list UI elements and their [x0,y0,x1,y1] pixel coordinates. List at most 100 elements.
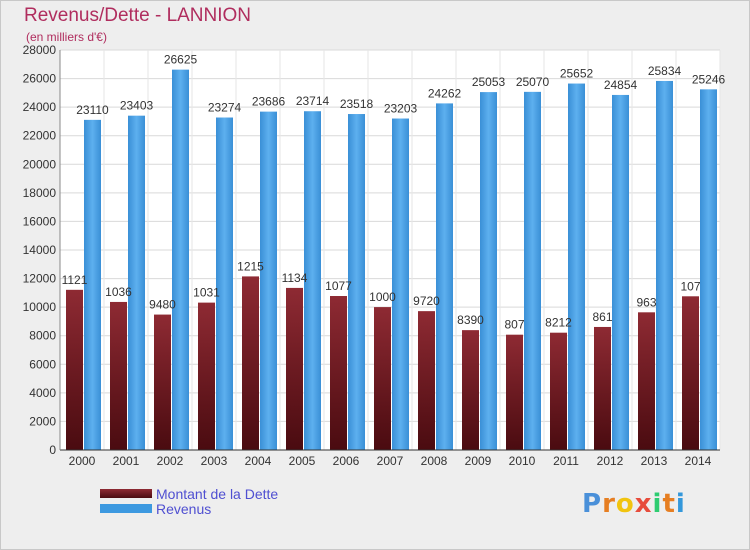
data-label-dette: 9480 [149,298,176,312]
data-label-revenus: 24262 [428,86,462,100]
data-label-dette: 8212 [545,316,572,330]
logo-letter: i [675,489,686,519]
y-tick-label: 24000 [23,100,57,114]
bar-revenus [524,91,541,450]
data-label-revenus: 23274 [208,101,242,115]
x-tick-label: 2003 [201,454,228,468]
data-label-dette: 9720 [413,294,440,308]
x-tick-label: 2000 [69,454,96,468]
bar-dette [550,332,567,450]
x-tick-label: 2005 [289,454,316,468]
logo-letter: i [652,489,663,519]
bar-revenus [436,103,453,451]
x-tick-label: 2007 [377,454,404,468]
bar-revenus [348,114,365,451]
data-label-revenus: 25652 [560,67,594,81]
data-label-revenus: 23110 [76,103,109,117]
legend-swatch-dette [100,489,152,498]
x-tick-label: 2014 [685,454,712,468]
data-label-dette: 1031 [193,286,220,300]
bar-dette [110,301,127,450]
bar-dette [198,302,215,450]
bar-dette [638,312,655,450]
data-label-dette: 1000 [369,290,396,304]
legend-swatch-revenus [100,504,152,513]
bar-dette [506,334,523,450]
y-tick-label: 12000 [23,272,57,286]
bar-dette [682,296,699,450]
bar-dette [594,326,611,450]
x-tick-label: 2013 [641,454,668,468]
y-tick-label: 10000 [23,300,57,314]
logo-letter: x [634,489,653,519]
data-label-revenus: 23403 [120,99,154,113]
y-tick-label: 0 [49,443,56,457]
x-tick-label: 2001 [113,454,140,468]
x-tick-label: 2012 [597,454,624,468]
chart-subtitle: (en milliers d'€) [26,30,107,44]
data-label-dette: 1134 [282,271,308,285]
data-label-dette: 807 [504,318,524,332]
logo-letter: t [662,489,676,519]
y-tick-label: 4000 [29,386,56,400]
data-label-revenus: 24854 [604,78,638,92]
bar-revenus [700,89,717,450]
bar-revenus [304,111,321,450]
data-label-dette: 8390 [457,313,484,327]
proxiti-logo: Proxiti [582,489,686,519]
data-label-revenus: 23714 [296,94,330,108]
data-label-dette: 1077 [325,279,352,293]
data-label-revenus: 25070 [516,75,550,89]
data-label-revenus: 26625 [164,53,198,67]
data-label-dette: 1121 [62,273,88,287]
data-label-dette: 1215 [237,259,264,273]
bar-dette [462,330,479,450]
data-label-revenus: 25246 [692,72,726,86]
x-tick-label: 2006 [333,454,360,468]
bar-revenus [172,69,189,451]
y-tick-label: 16000 [23,214,57,228]
x-tick-label: 2009 [465,454,492,468]
bar-revenus [216,117,233,450]
bar-dette [330,296,347,450]
logo-letter: P [582,489,603,519]
bar-revenus [260,111,277,450]
bar-dette [374,307,391,450]
y-tick-label: 8000 [29,329,56,343]
data-label-dette: 963 [636,295,656,309]
bar-revenus [612,94,629,450]
data-label-dette: 861 [592,310,612,324]
bar-revenus [568,83,585,451]
bar-revenus [656,80,673,450]
logo-letter: r [602,489,616,519]
y-tick-label: 20000 [23,157,57,171]
data-label-revenus: 25053 [472,75,506,89]
bar-revenus [480,92,497,450]
x-tick-label: 2011 [553,454,579,468]
y-tick-label: 18000 [23,186,57,200]
y-tick-label: 14000 [23,243,57,257]
bar-dette [286,287,303,450]
bar-revenus [128,115,145,451]
y-tick-label: 6000 [29,357,56,371]
chart-title: Revenus/Dette - LANNION [24,5,252,26]
bar-dette [242,276,259,450]
y-tick-label: 28000 [23,43,57,57]
legend-label-dette: Montant de la Dette [156,486,279,502]
bar-revenus [84,119,101,450]
bar-dette [154,314,171,450]
bar-revenus [392,118,409,451]
data-label-dette: 107 [680,279,700,293]
data-label-dette: 1036 [105,285,132,299]
legend-label-revenus: Revenus [156,501,212,517]
x-tick-label: 2004 [245,454,272,468]
data-label-revenus: 25834 [648,64,682,78]
y-tick-label: 2000 [29,414,56,428]
data-label-revenus: 23686 [252,95,286,109]
x-tick-label: 2008 [421,454,448,468]
y-tick-label: 26000 [23,72,57,86]
x-tick-label: 2002 [157,454,184,468]
bar-dette [66,289,83,450]
bar-dette [418,311,435,450]
